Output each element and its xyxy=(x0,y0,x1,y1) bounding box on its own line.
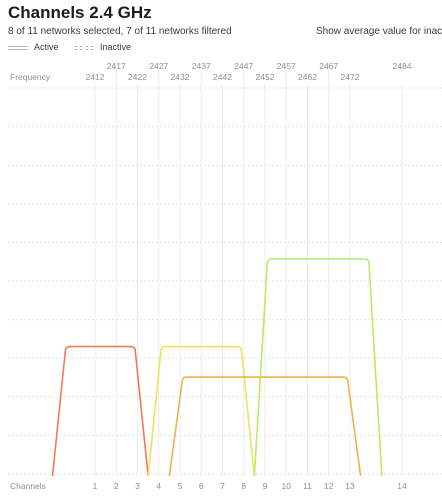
channel-tick-label: 3 xyxy=(135,481,140,491)
frequency-tick-label: 2472 xyxy=(341,72,360,82)
legend-active[interactable]: Active xyxy=(8,42,59,52)
frequency-tick-label: 2452 xyxy=(256,72,275,82)
show-average-inactive-toggle[interactable]: Show average value for inacti xyxy=(316,26,442,37)
network-channel-curve[interactable] xyxy=(253,258,383,477)
frequency-tick-label: 2457 xyxy=(277,61,296,71)
frequency-tick-label: 2437 xyxy=(192,61,211,71)
channel-tick-label: 13 xyxy=(345,481,355,491)
channel-tick-label: 8 xyxy=(241,481,246,491)
channel-tick-label: 7 xyxy=(220,481,225,491)
frequency-axis-label: Frequency xyxy=(10,72,51,82)
frequency-tick-label: 2412 xyxy=(86,72,105,82)
frequency-tick-label: 2427 xyxy=(149,61,168,71)
channels-axis-label: Channels xyxy=(10,481,46,491)
inactive-line-icon xyxy=(74,45,94,50)
channel-tick-label: 6 xyxy=(199,481,204,491)
channel-tick-label: 12 xyxy=(324,481,334,491)
channel-tick-label: 1 xyxy=(93,481,98,491)
frequency-tick-label: 2432 xyxy=(171,72,190,82)
network-channel-curve[interactable] xyxy=(51,345,149,477)
network-channel-curve[interactable] xyxy=(168,376,362,477)
page-title: Channels 2.4 GHz xyxy=(8,3,152,22)
frequency-tick-label: 2484 xyxy=(393,61,412,71)
network-channel-curve[interactable] xyxy=(147,345,256,477)
frequency-tick-label: 2417 xyxy=(107,61,126,71)
legend-inactive-label: Inactive xyxy=(100,42,132,52)
channel-tick-label: 11 xyxy=(303,481,312,491)
channel-tick-label: 2 xyxy=(114,481,119,491)
channel-tick-label: 10 xyxy=(282,481,292,491)
legend-inactive[interactable]: Inactive xyxy=(74,42,131,52)
legend-active-label: Active xyxy=(34,42,59,52)
frequency-tick-label: 2442 xyxy=(213,72,232,82)
active-line-icon xyxy=(8,45,28,50)
frequency-tick-label: 2467 xyxy=(319,61,338,71)
channel-tick-label: 9 xyxy=(263,481,268,491)
frequency-tick-label: 2422 xyxy=(128,72,147,82)
channel-tick-label: 4 xyxy=(156,481,161,491)
selection-summary: 8 of 11 networks selected, 7 of 11 netwo… xyxy=(8,26,232,37)
channel-tick-label: 5 xyxy=(178,481,183,491)
channel-tick-label: 14 xyxy=(397,481,407,491)
frequency-tick-label: 2447 xyxy=(234,61,253,71)
frequency-tick-label: 2462 xyxy=(298,72,317,82)
